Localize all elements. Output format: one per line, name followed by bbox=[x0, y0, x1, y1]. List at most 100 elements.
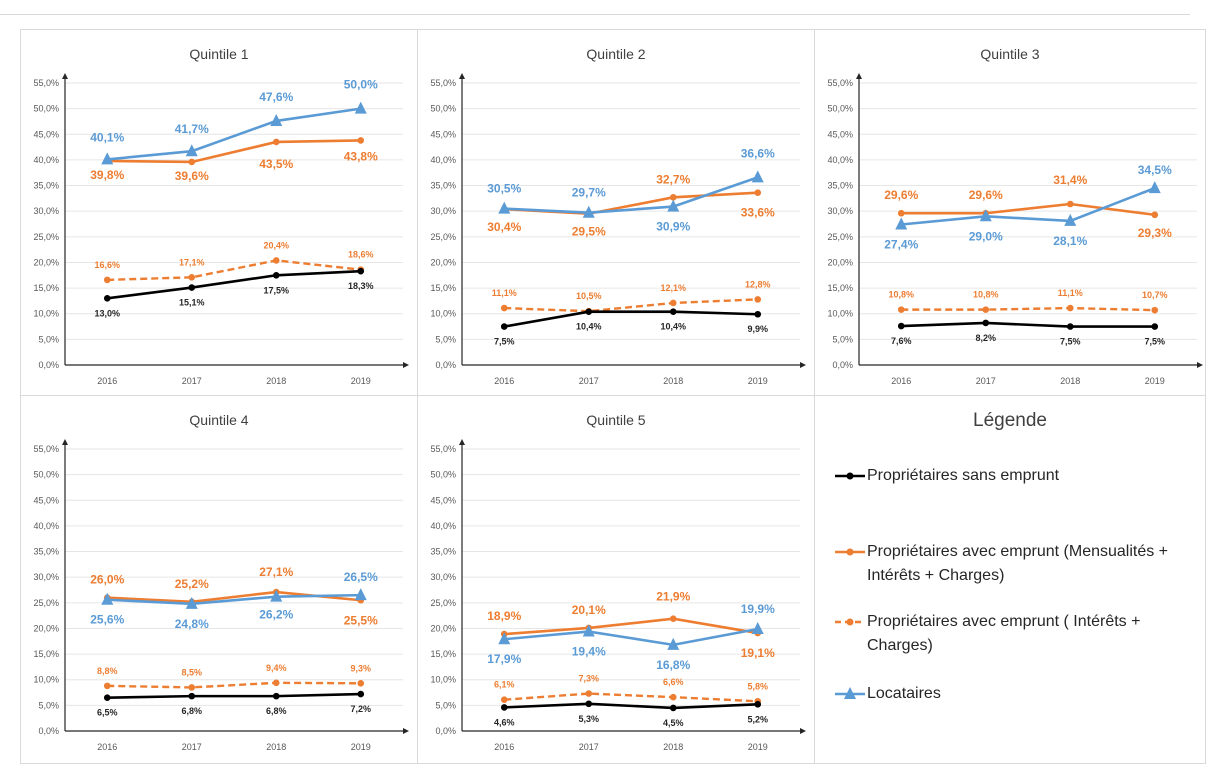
data-label-avec_mic: 25,5% bbox=[344, 613, 378, 627]
y-tick-label: 45,0% bbox=[827, 129, 853, 139]
data-point-avec_ic bbox=[585, 690, 593, 697]
legend-label: Propriétaires sans emprunt bbox=[867, 467, 1060, 484]
data-point-loc bbox=[101, 152, 114, 165]
data-point-avec_mic bbox=[669, 615, 677, 623]
series-line-avec_mic bbox=[901, 202, 1155, 217]
y-tick-label: 20,0% bbox=[33, 623, 59, 633]
series-line-avec_ic bbox=[901, 306, 1155, 312]
data-label-loc: 28,1% bbox=[1053, 234, 1087, 248]
data-point-avec_mic bbox=[897, 209, 905, 217]
data-label-avec_mic: 19,1% bbox=[741, 646, 775, 660]
data-point-avec_ic bbox=[1151, 306, 1159, 314]
x-tick-label: 2017 bbox=[182, 376, 202, 386]
chart-panel-quintile-4: Quintile 4 0,0% 5,0% 10,0% 15,0% 20,0% 25,0% 3… bbox=[20, 395, 418, 764]
data-point-avec_mic bbox=[357, 137, 365, 144]
data-point-avec_ic bbox=[188, 684, 196, 691]
data-label-avec_mic: 43,8% bbox=[344, 149, 378, 163]
y-tick-label: 10,0% bbox=[827, 309, 853, 319]
y-tick-label: 35,0% bbox=[33, 181, 59, 191]
legend-swatch-marker bbox=[846, 548, 854, 556]
data-point-avec_ic bbox=[897, 306, 905, 313]
x-tick-label: 2019 bbox=[748, 742, 768, 752]
data-label-avec_mic: 29,3% bbox=[1138, 226, 1172, 240]
series-line-avec_mic bbox=[504, 617, 758, 636]
data-label-avec_mic: 32,7% bbox=[656, 172, 690, 186]
data-label-loc: 19,9% bbox=[741, 602, 775, 616]
data-point-sans bbox=[500, 704, 508, 711]
chart-plot: 0,0% 5,0% 10,0% 15,0% 20,0% 25,0% 30,0% 35,0% 40… bbox=[33, 73, 409, 386]
y-tick-label: 55,0% bbox=[430, 78, 456, 88]
y-tick-label: 0,0% bbox=[832, 360, 853, 370]
chart-title: Quintile 1 bbox=[189, 46, 249, 62]
chart-plot: 0,0% 5,0% 10,0% 15,0% 20,0% 25,0% 30,0% 35,0% 40… bbox=[827, 73, 1203, 386]
data-label-loc: 29,7% bbox=[572, 186, 606, 200]
data-point-avec_ic bbox=[669, 693, 677, 701]
y-tick-label: 15,0% bbox=[430, 649, 456, 659]
data-label-loc: 50,0% bbox=[344, 78, 378, 92]
data-point-loc bbox=[895, 217, 908, 230]
data-point-sans bbox=[1151, 323, 1159, 330]
data-label-loc: 16,8% bbox=[656, 658, 690, 672]
x-axis-arrow bbox=[800, 728, 806, 734]
data-point-loc bbox=[1064, 213, 1077, 226]
x-axis-arrow bbox=[403, 362, 409, 368]
series-line-sans bbox=[504, 702, 758, 710]
data-point-loc bbox=[498, 632, 511, 645]
data-point-avec_mic bbox=[188, 158, 196, 166]
data-label-avec_ic: 12,1% bbox=[660, 283, 686, 293]
data-point-avec_mic bbox=[272, 138, 280, 146]
y-tick-label: 5,0% bbox=[832, 334, 853, 344]
data-point-avec_ic bbox=[103, 682, 111, 690]
data-label-loc: 26,2% bbox=[259, 608, 293, 622]
series-line-sans bbox=[901, 321, 1155, 328]
y-tick-label: 15,0% bbox=[33, 283, 59, 293]
data-label-sans: 7,5% bbox=[1060, 337, 1081, 347]
data-label-avec_mic: 25,2% bbox=[175, 577, 209, 591]
data-point-loc bbox=[354, 101, 367, 114]
data-point-loc bbox=[185, 144, 198, 157]
series-line-avec_ic bbox=[504, 692, 758, 703]
series-line-loc bbox=[107, 593, 361, 606]
chart-plot: 0,0% 5,0% 10,0% 15,0% 20,0% 25,0% 30,0% 35,0% 40… bbox=[430, 73, 806, 386]
y-tick-label: 35,0% bbox=[430, 547, 456, 557]
y-tick-label: 5,0% bbox=[435, 700, 456, 710]
data-label-avec_mic: 30,4% bbox=[487, 220, 521, 234]
x-axis-arrow bbox=[403, 728, 409, 734]
data-point-sans bbox=[1066, 323, 1074, 330]
x-axis-arrow bbox=[1197, 362, 1203, 368]
chart-panel-quintile-1: Quintile 1 0,0% 5,0% 10,0% 15,0% 20,0% 25,0% 3… bbox=[20, 29, 418, 396]
data-label-sans: 7,5% bbox=[494, 337, 515, 347]
y-tick-label: 20,0% bbox=[430, 623, 456, 633]
chart-title: Quintile 5 bbox=[586, 412, 646, 428]
data-label-loc: 27,4% bbox=[884, 238, 918, 252]
y-tick-label: 30,0% bbox=[33, 206, 59, 216]
y-tick-label: 0,0% bbox=[435, 726, 456, 736]
x-tick-label: 2017 bbox=[579, 376, 599, 386]
data-point-avec_ic bbox=[669, 299, 677, 307]
data-point-sans bbox=[272, 271, 280, 279]
data-point-avec_ic bbox=[188, 274, 196, 281]
series-line-avec_mic bbox=[107, 139, 361, 164]
chart-title: Quintile 2 bbox=[586, 46, 646, 62]
data-point-sans bbox=[188, 284, 196, 291]
legend-label: Propriétaires avec emprunt (Mensualités … bbox=[867, 543, 1169, 584]
data-label-avec_ic: 8,8% bbox=[97, 666, 118, 676]
y-tick-label: 35,0% bbox=[430, 181, 456, 191]
data-label-avec_ic: 6,1% bbox=[494, 680, 515, 690]
y-axis-arrow bbox=[62, 439, 68, 445]
legend-item-proprietaires-sans-emprunt: Propriétaires sans emprunt bbox=[833, 464, 1203, 524]
data-label-avec_mic: 39,6% bbox=[175, 169, 209, 183]
y-tick-label: 50,0% bbox=[430, 470, 456, 480]
data-label-loc: 26,5% bbox=[344, 570, 378, 584]
data-label-avec_ic: 6,6% bbox=[663, 677, 684, 687]
data-label-avec_ic: 11,1% bbox=[1058, 288, 1083, 298]
legend-label: Locataires bbox=[867, 685, 941, 702]
data-label-loc: 24,8% bbox=[175, 617, 209, 631]
data-point-sans bbox=[188, 692, 196, 700]
x-tick-label: 2016 bbox=[494, 376, 514, 386]
y-tick-label: 55,0% bbox=[33, 78, 59, 88]
data-point-sans bbox=[103, 694, 111, 701]
y-tick-label: 25,0% bbox=[33, 232, 59, 242]
y-tick-label: 30,0% bbox=[430, 572, 456, 582]
data-label-avec_mic: 29,5% bbox=[572, 225, 606, 239]
